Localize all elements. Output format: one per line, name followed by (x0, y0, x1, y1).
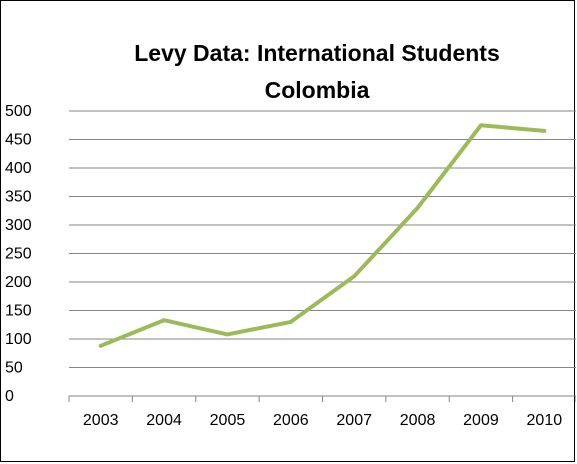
series-group (98, 123, 547, 348)
x-tick-label: 2008 (400, 412, 436, 429)
chart-title: Levy Data: International Students Colomb… (134, 40, 500, 103)
y-tick-label: 200 (5, 274, 32, 291)
y-tick-label: 350 (5, 189, 32, 206)
y-tick-label: 400 (5, 160, 32, 177)
x-tick-label: 2004 (146, 412, 182, 429)
x-axis (68, 395, 576, 402)
y-tick-label: 450 (5, 132, 32, 149)
y-tick-label: 0 (5, 388, 14, 405)
x-tick-label: 2009 (463, 412, 499, 429)
x-tick-label: 2006 (273, 412, 309, 429)
gridlines (69, 110, 576, 368)
x-tick-label: 2003 (83, 412, 119, 429)
series-line-0 (98, 123, 547, 348)
y-tick-label: 50 (5, 360, 23, 377)
x-tick-label: 2005 (210, 412, 246, 429)
y-tick-label: 500 (5, 103, 32, 120)
chart-title-line-2: Colombia (265, 77, 370, 103)
y-tick-label: 100 (5, 331, 32, 348)
chart-title-line-1: Levy Data: International Students (134, 40, 500, 66)
x-axis-tick-labels: 2003 2004 2005 2006 2007 2008 2009 2010 (83, 412, 562, 429)
x-tick-label: 2007 (336, 412, 372, 429)
y-tick-label: 250 (5, 246, 32, 263)
y-tick-label: 300 (5, 217, 32, 234)
y-axis-tick-labels: 0 50 100 150 200 250 300 350 400 450 500 (5, 103, 32, 405)
y-tick-label: 150 (5, 303, 32, 320)
x-tick-label: 2010 (527, 412, 563, 429)
